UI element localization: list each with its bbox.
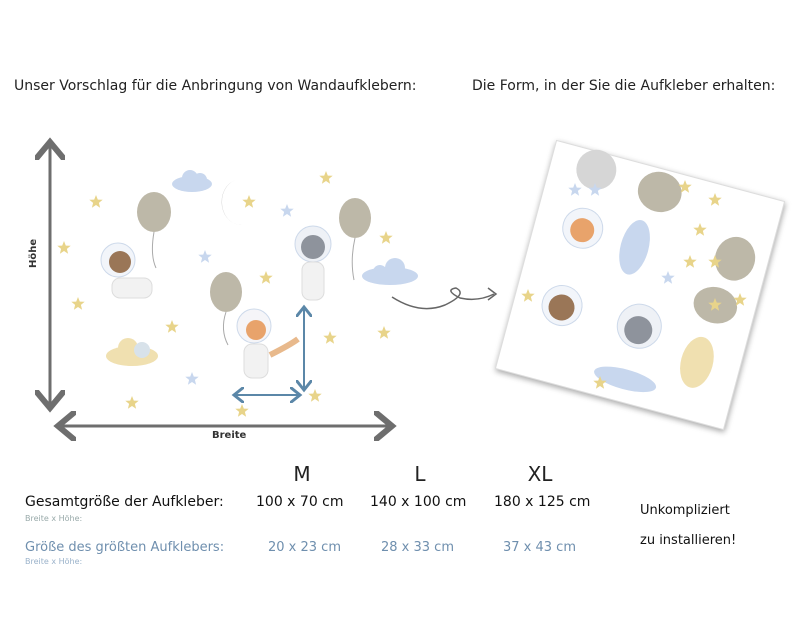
largest-size-xl: 37 x 43 cm — [503, 540, 576, 555]
balloon — [137, 192, 171, 269]
star-icon — [708, 255, 722, 268]
balloon — [339, 198, 371, 281]
star-icon — [678, 180, 692, 193]
fox-astronaut — [236, 308, 300, 379]
balloon — [210, 272, 242, 346]
star-icon — [89, 195, 103, 208]
height-label: Höhe — [28, 238, 39, 268]
star-icon — [593, 376, 607, 389]
star-icon — [708, 193, 722, 206]
largest-size-l: 28 x 33 cm — [381, 540, 454, 555]
curved-arrow — [391, 287, 495, 310]
elephant-astronaut — [294, 225, 332, 301]
star-icon — [323, 331, 337, 344]
star-icon — [683, 255, 697, 268]
heading-form: Die Form, in der Sie die Aufkleber erhal… — [472, 78, 776, 94]
cloud — [106, 338, 158, 366]
total-size-sublabel: Breite x Höhe: — [25, 514, 83, 523]
star-icon — [125, 396, 139, 409]
cloud — [172, 170, 212, 192]
star-icon — [521, 289, 535, 302]
star-icon — [57, 241, 71, 254]
star-icon — [280, 204, 294, 217]
total-size-label: Gesamtgröße der Aufkleber: — [25, 494, 224, 510]
total-size-l: 140 x 100 cm — [370, 494, 467, 510]
star-icon — [568, 183, 582, 196]
star-icon — [198, 250, 212, 263]
star-icon — [708, 298, 722, 311]
star-icon — [733, 293, 747, 306]
cloud — [362, 258, 418, 285]
width-label: Breite — [212, 430, 247, 441]
star-icon — [693, 223, 707, 236]
star-icon — [185, 372, 199, 385]
total-size-xl: 180 x 125 cm — [494, 494, 591, 510]
sticker-illustration — [0, 0, 786, 460]
star-icon — [308, 389, 322, 402]
star-icon — [377, 326, 391, 339]
note-line-1: Unkompliziert — [640, 503, 730, 518]
size-m: M — [293, 462, 311, 486]
star-icon — [165, 320, 179, 333]
total-size-m: 100 x 70 cm — [256, 494, 344, 510]
star-icon — [235, 404, 249, 417]
bear-astronaut — [100, 242, 153, 299]
size-xl: XL — [527, 462, 553, 486]
star-icon — [71, 297, 85, 310]
star-icon — [588, 183, 602, 196]
star-icon — [379, 231, 393, 244]
largest-sticker-label: Größe des größten Aufklebers: — [25, 540, 225, 555]
star-icon — [661, 271, 675, 284]
largest-sticker-sublabel: Breite x Höhe: — [25, 557, 83, 566]
heading-suggestion: Unser Vorschlag für die Anbringung von W… — [14, 78, 417, 94]
note-line-2: zu installieren! — [640, 533, 737, 548]
moon — [221, 180, 244, 225]
star-icon — [259, 271, 273, 284]
star-icon — [242, 195, 256, 208]
largest-size-m: 20 x 23 cm — [268, 540, 341, 555]
star-icon — [319, 171, 333, 184]
size-l: L — [414, 462, 426, 486]
sticker-sheet — [494, 139, 786, 431]
